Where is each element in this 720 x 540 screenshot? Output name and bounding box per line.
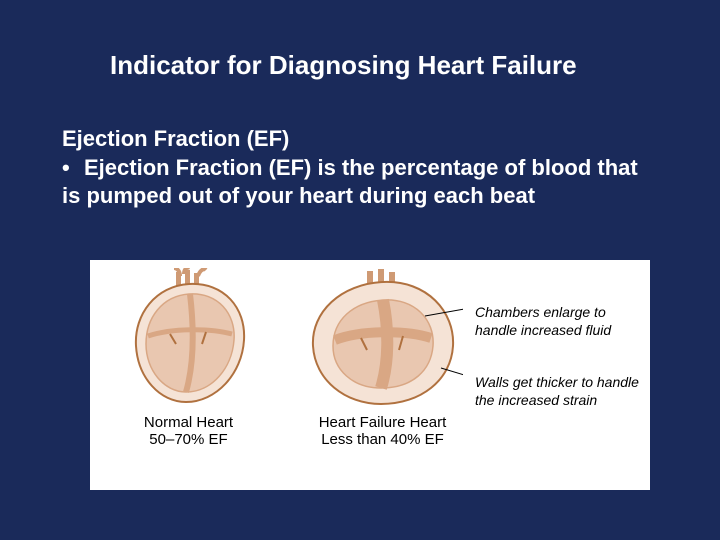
- annotation-walls: Walls get thicker to handle the increase…: [475, 374, 646, 409]
- slide: Indicator for Diagnosing Heart Failure E…: [0, 0, 720, 540]
- normal-heart-ef: 50–70% EF: [96, 431, 281, 448]
- heart-figure: Normal Heart 50–70% EF: [90, 260, 650, 490]
- normal-heart-label: Normal Heart: [96, 414, 281, 431]
- failure-heart-label: Heart Failure Heart: [290, 414, 475, 431]
- failure-heart-diagram: [303, 268, 463, 408]
- failure-heart-ef: Less than 40% EF: [290, 431, 475, 448]
- panel-normal-heart: Normal Heart 50–70% EF: [96, 260, 281, 490]
- panel-annotations: Chambers enlarge to handle increased flu…: [475, 260, 650, 490]
- subheading: Ejection Fraction (EF): [62, 126, 289, 152]
- bullet-text: Ejection Fraction (EF) is the percentage…: [62, 155, 638, 208]
- slide-title: Indicator for Diagnosing Heart Failure: [110, 50, 660, 81]
- bullet-marker: •: [62, 154, 84, 182]
- panel-failure-heart: Heart Failure Heart Less than 40% EF: [290, 260, 475, 490]
- bullet-item: •Ejection Fraction (EF) is the percentag…: [62, 154, 640, 209]
- annotation-chambers: Chambers enlarge to handle increased flu…: [475, 304, 646, 339]
- normal-heart-diagram: [124, 268, 254, 408]
